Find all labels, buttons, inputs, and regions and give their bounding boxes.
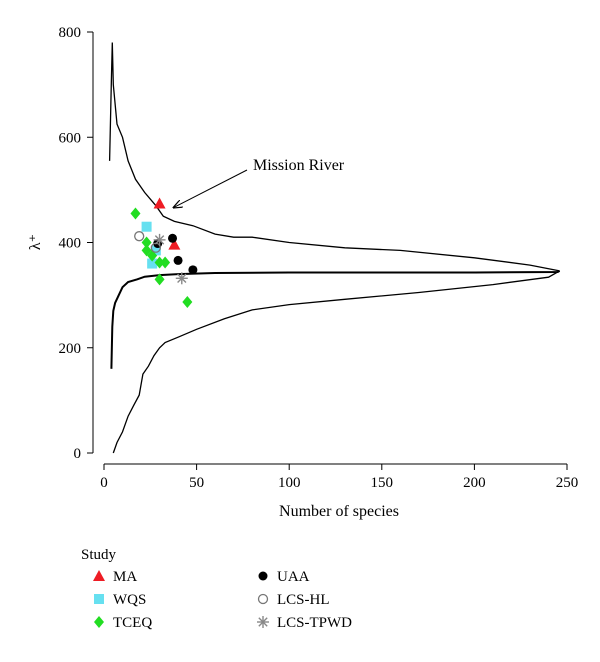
legend-label-ma: MA <box>113 569 137 585</box>
axes: 0 50 100 150 200 250 0 200 400 600 800 <box>59 25 579 491</box>
point-tceq <box>182 295 193 308</box>
legend-label-tceq: TCEQ <box>113 615 152 631</box>
funnel-lower-limit-line <box>112 270 560 454</box>
y-tick-label: 400 <box>59 236 82 252</box>
legend-items: MA WQS TCEQ UAA LCS-HL LCS-TPWD <box>93 569 352 631</box>
point-tceq <box>154 256 165 269</box>
point-ma <box>168 238 181 250</box>
x-tick-label: 200 <box>463 475 486 491</box>
legend-marker-tceq <box>94 616 104 628</box>
point-lcs-tpwd <box>153 233 166 246</box>
mission-river-annotation: Mission River <box>174 157 345 208</box>
legend: Study MA WQS TCEQ UAA LCS-HL LCS-TPWD <box>81 547 352 631</box>
point-tceq <box>154 273 165 286</box>
legend-label-uaa: UAA <box>277 569 310 585</box>
point-uaa <box>173 255 183 265</box>
y-tick-label: 200 <box>59 341 82 357</box>
y-ticks: 0 200 400 600 800 <box>59 25 93 462</box>
point-uaa <box>168 233 178 243</box>
x-tick-label: 50 <box>189 475 204 491</box>
y-tick-label: 600 <box>59 130 82 146</box>
point-lcs-hl <box>134 231 145 242</box>
legend-marker-wqs <box>94 594 104 604</box>
x-tick-label: 250 <box>556 475 579 491</box>
y-axis-title: λ⁺ <box>27 234 44 250</box>
funnel-upper-limit-line <box>108 42 560 272</box>
point-ma <box>153 197 166 209</box>
point-tceq <box>141 236 152 249</box>
legend-label-lcs-tpwd: LCS-TPWD <box>277 615 352 631</box>
point-tceq <box>130 207 141 220</box>
funnel-curves <box>108 42 561 454</box>
legend-label-wqs: WQS <box>113 592 146 608</box>
point-wqs <box>147 258 158 269</box>
y-tick-label: 0 <box>74 446 82 462</box>
x-tick-label: 150 <box>371 475 394 491</box>
annotation-label: Mission River <box>253 157 345 174</box>
point-lcs-tpwd <box>175 272 188 285</box>
point-wqs <box>141 221 152 232</box>
point-tceq <box>160 256 171 269</box>
legend-label-lcs-hl: LCS-HL <box>277 592 330 608</box>
legend-marker-lcs-hl <box>257 593 269 605</box>
point-wqs <box>150 245 161 256</box>
y-tick-label: 800 <box>59 25 82 41</box>
legend-marker-lcs-tpwd <box>257 616 269 628</box>
x-tick-label: 0 <box>100 475 108 491</box>
annotation-arrow <box>174 169 248 208</box>
data-points <box>130 197 198 308</box>
legend-title: Study <box>81 547 117 563</box>
expected-mean-line <box>110 270 561 369</box>
legend-marker-uaa <box>258 571 268 581</box>
x-ticks: 0 50 100 150 200 250 <box>100 464 578 491</box>
x-axis-title: Number of species <box>279 503 399 520</box>
point-uaa <box>188 265 198 275</box>
x-tick-label: 100 <box>278 475 301 491</box>
legend-marker-ma <box>93 570 105 581</box>
